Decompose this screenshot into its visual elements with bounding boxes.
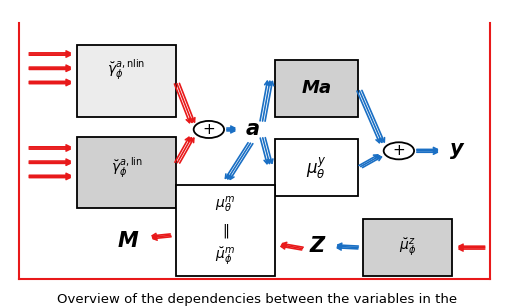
Text: $\mu^{y}_{\theta}$: $\mu^{y}_{\theta}$ <box>306 155 327 181</box>
FancyBboxPatch shape <box>275 60 358 117</box>
Text: $\mu^{m}_{\theta}$: $\mu^{m}_{\theta}$ <box>215 195 235 215</box>
FancyBboxPatch shape <box>77 136 176 208</box>
Text: $\|$: $\|$ <box>222 221 229 240</box>
Text: $\boldsymbol{Ma}$: $\boldsymbol{Ma}$ <box>301 79 332 97</box>
Text: $\breve{\gamma}^{a,\mathrm{nlin}}_{\phi}$: $\breve{\gamma}^{a,\mathrm{nlin}}_{\phi}… <box>107 58 145 83</box>
Text: $\boldsymbol{M}$: $\boldsymbol{M}$ <box>117 230 139 250</box>
Text: $\boldsymbol{Z}$: $\boldsymbol{Z}$ <box>309 236 327 256</box>
Text: Overview of the dependencies between the variables in the: Overview of the dependencies between the… <box>57 293 457 306</box>
Text: $\boldsymbol{a}$: $\boldsymbol{a}$ <box>245 120 259 140</box>
FancyBboxPatch shape <box>275 140 358 197</box>
Text: $\boldsymbol{y}$: $\boldsymbol{y}$ <box>449 141 465 161</box>
Text: $\breve{\mu}^{m}_{\phi}$: $\breve{\mu}^{m}_{\phi}$ <box>215 245 235 267</box>
Text: $+$: $+$ <box>392 143 406 158</box>
Circle shape <box>383 142 414 159</box>
Circle shape <box>194 121 224 138</box>
FancyBboxPatch shape <box>77 46 176 117</box>
Text: $\breve{\gamma}^{a,\mathrm{lin}}_{\phi}$: $\breve{\gamma}^{a,\mathrm{lin}}_{\phi}$ <box>111 156 142 181</box>
Text: $+$: $+$ <box>203 122 215 137</box>
Text: $\breve{\mu}^{z}_{\phi}$: $\breve{\mu}^{z}_{\phi}$ <box>399 237 416 258</box>
FancyBboxPatch shape <box>176 185 275 276</box>
FancyBboxPatch shape <box>363 219 452 276</box>
